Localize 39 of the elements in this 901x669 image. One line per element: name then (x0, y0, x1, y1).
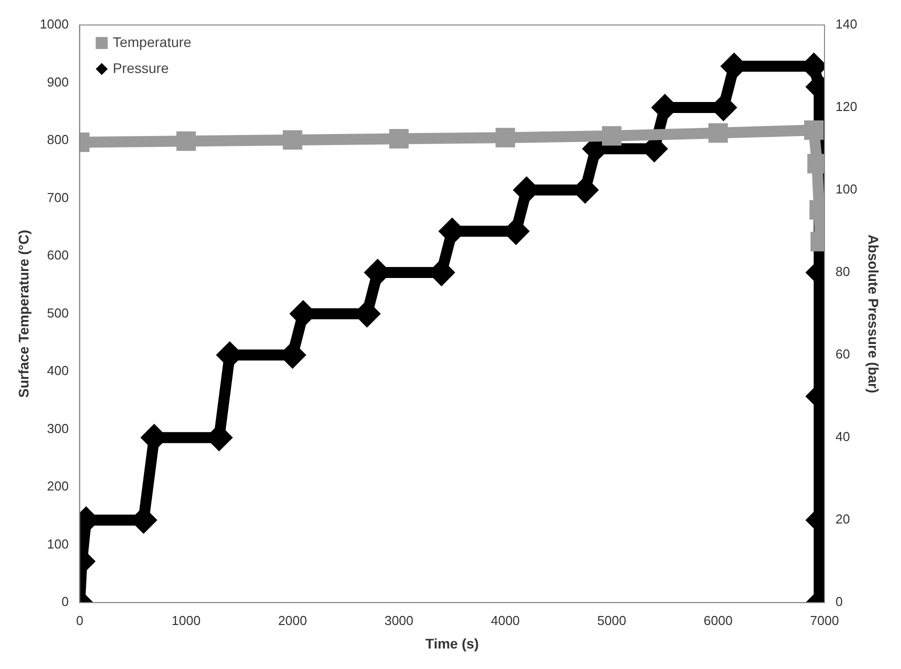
y-tick-label: 0 (61, 594, 69, 610)
point (282, 130, 302, 150)
x-tick-label: 0 (76, 612, 84, 628)
point (496, 128, 516, 148)
y-tick-label: 600 (47, 248, 69, 263)
x-tick-label: 2000 (278, 612, 307, 628)
y2-tick-label: 140 (836, 16, 858, 32)
point (602, 126, 622, 146)
y-tick-label: 1000 (40, 16, 69, 32)
x-tick-label: 1000 (172, 612, 201, 628)
y-tick-label: 800 (47, 132, 69, 148)
legend-label: Pressure (112, 60, 169, 76)
x-axis-title: Time (s) (425, 635, 479, 652)
y-axis-title: Surface Temperature (°C) (15, 230, 32, 398)
y2-tick-label: 80 (836, 264, 850, 280)
point (389, 129, 409, 149)
point (708, 123, 728, 143)
y2-tick-label: 120 (836, 99, 858, 114)
y-tick-label: 900 (47, 74, 69, 90)
x-tick-label: 7000 (810, 612, 839, 628)
x-tick-label: 6000 (704, 612, 733, 628)
y2-tick-label: 0 (836, 594, 843, 610)
y2-tick-label: 40 (836, 429, 850, 444)
y-tick-label: 100 (47, 536, 69, 552)
y-tick-label: 200 (47, 478, 69, 494)
y2-axis-title: Absolute Pressure (bar) (866, 234, 882, 394)
point (804, 120, 824, 140)
y-tick-label: 700 (47, 190, 69, 205)
x-tick-label: 4000 (490, 612, 520, 628)
x-tick-label: 5000 (597, 612, 626, 628)
legend-label: Temperature (112, 34, 192, 50)
x-tick-label: 3000 (384, 612, 414, 628)
point (176, 131, 196, 151)
y-tick-label: 300 (47, 420, 69, 436)
y2-tick-label: 100 (836, 182, 858, 197)
y2-tick-label: 60 (836, 346, 850, 362)
y-tick-label: 400 (47, 363, 69, 378)
y2-tick-label: 20 (836, 512, 850, 527)
y-tick-label: 500 (47, 305, 69, 320)
